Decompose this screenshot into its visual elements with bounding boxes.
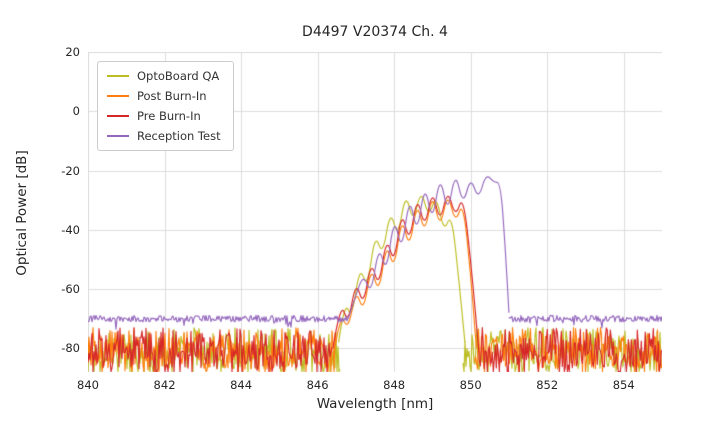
chart-title: D4497 V20374 Ch. 4 — [302, 24, 448, 40]
x-tick-label: 850 — [459, 378, 482, 392]
legend-label: Post Burn-In — [137, 89, 207, 103]
legend-line-swatch — [107, 95, 129, 97]
legend-line-swatch — [107, 115, 129, 117]
legend-label: Pre Burn-In — [137, 109, 201, 123]
y-tick-label: -80 — [61, 341, 80, 356]
x-tick-label: 844 — [230, 378, 253, 392]
x-tick-label: 852 — [536, 378, 559, 392]
legend-item: OptoBoard QA — [107, 69, 221, 83]
y-tick-label: -20 — [61, 163, 80, 178]
legend-item: Reception Test — [107, 129, 221, 143]
legend-label: OptoBoard QA — [137, 69, 220, 83]
y-tick-label: 20 — [65, 45, 80, 59]
x-tick-label: 854 — [612, 378, 635, 392]
x-tick-label: 842 — [153, 378, 176, 392]
x-tick-label: 840 — [77, 378, 99, 392]
legend-item: Pre Burn-In — [107, 109, 221, 123]
legend-label: Reception Test — [137, 129, 221, 143]
legend-line-swatch — [107, 75, 129, 77]
plot-area: OptoBoard QA Post Burn-In Pre Burn-In Recep… — [61, 45, 662, 392]
legend-item: Post Burn-In — [107, 89, 221, 103]
x-axis-label: Wavelength [nm] — [316, 396, 434, 412]
legend-line-swatch — [107, 135, 129, 137]
x-tick-label: 848 — [383, 378, 406, 392]
y-tick-label: 0 — [72, 104, 80, 119]
y-tick-label: -40 — [61, 222, 80, 237]
x-tick-label: 846 — [306, 378, 329, 392]
y-tick-label: -60 — [61, 282, 80, 297]
legend: OptoBoard QA Post Burn-In Pre Burn-In Recep… — [97, 61, 234, 151]
y-axis-label: Optical Power [dB] — [14, 150, 30, 276]
